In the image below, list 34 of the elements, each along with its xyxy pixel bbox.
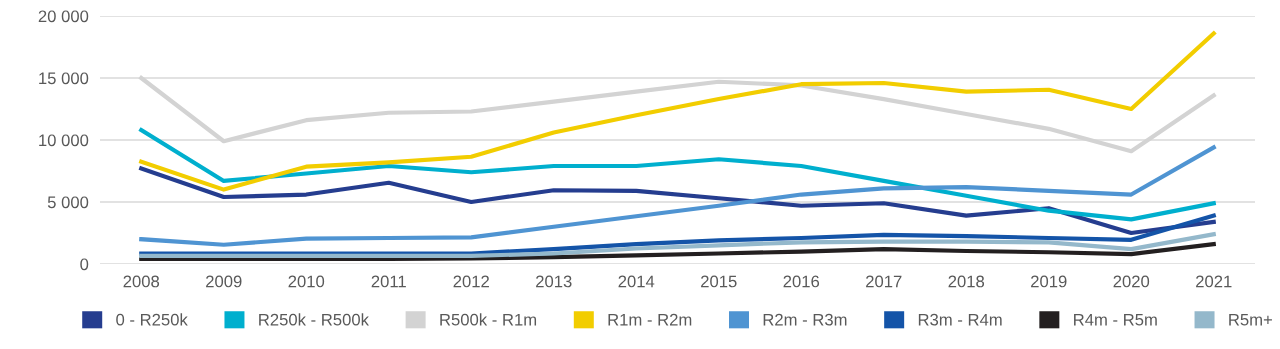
x-tick-label: 2014 [618, 275, 655, 288]
legend-label: R3m - R4m [918, 313, 1002, 326]
y-tick-label: 10 000 [39, 134, 89, 147]
legend-label: R2m - R3m [763, 313, 847, 326]
legend-label: R250k - R500k [259, 313, 369, 326]
x-tick-label: 2021 [1196, 275, 1232, 288]
line-series [139, 242, 1216, 262]
x-tick-label: 2009 [206, 275, 242, 288]
legend-label: R500k - R1m [440, 313, 537, 326]
x-tick-label: 2010 [288, 275, 325, 288]
x-tick-label: 2011 [371, 275, 406, 288]
line-series [139, 127, 1216, 222]
legend-label: R5m+ [1229, 313, 1272, 326]
x-tick-label: 2018 [948, 275, 985, 288]
y-tick-label: 15 000 [39, 72, 89, 85]
x-tick-label: 2016 [783, 275, 820, 288]
x-tick-label: 2008 [123, 275, 160, 288]
y-tick-label: 0 [80, 258, 89, 271]
x-tick-label: 2019 [1031, 275, 1067, 288]
x-tick-label: 2020 [1113, 275, 1150, 288]
x-tick-label: 2013 [536, 275, 572, 288]
legend-label: R1m - R2m [608, 313, 692, 326]
x-tick-label: 2017 [866, 275, 902, 288]
legend-label: 0 - R250k [116, 313, 188, 326]
line-series [139, 166, 1216, 236]
line-series [139, 213, 1216, 256]
y-tick-label: 20 000 [38, 10, 89, 23]
y-tick-label: 5 000 [47, 196, 89, 209]
legend-label: R4m - R5m [1074, 313, 1157, 326]
x-tick-label: 2012 [453, 275, 489, 288]
line-series [139, 145, 1216, 247]
line-series [139, 232, 1216, 259]
line-series [139, 31, 1216, 192]
x-tick-label: 2015 [701, 275, 737, 288]
